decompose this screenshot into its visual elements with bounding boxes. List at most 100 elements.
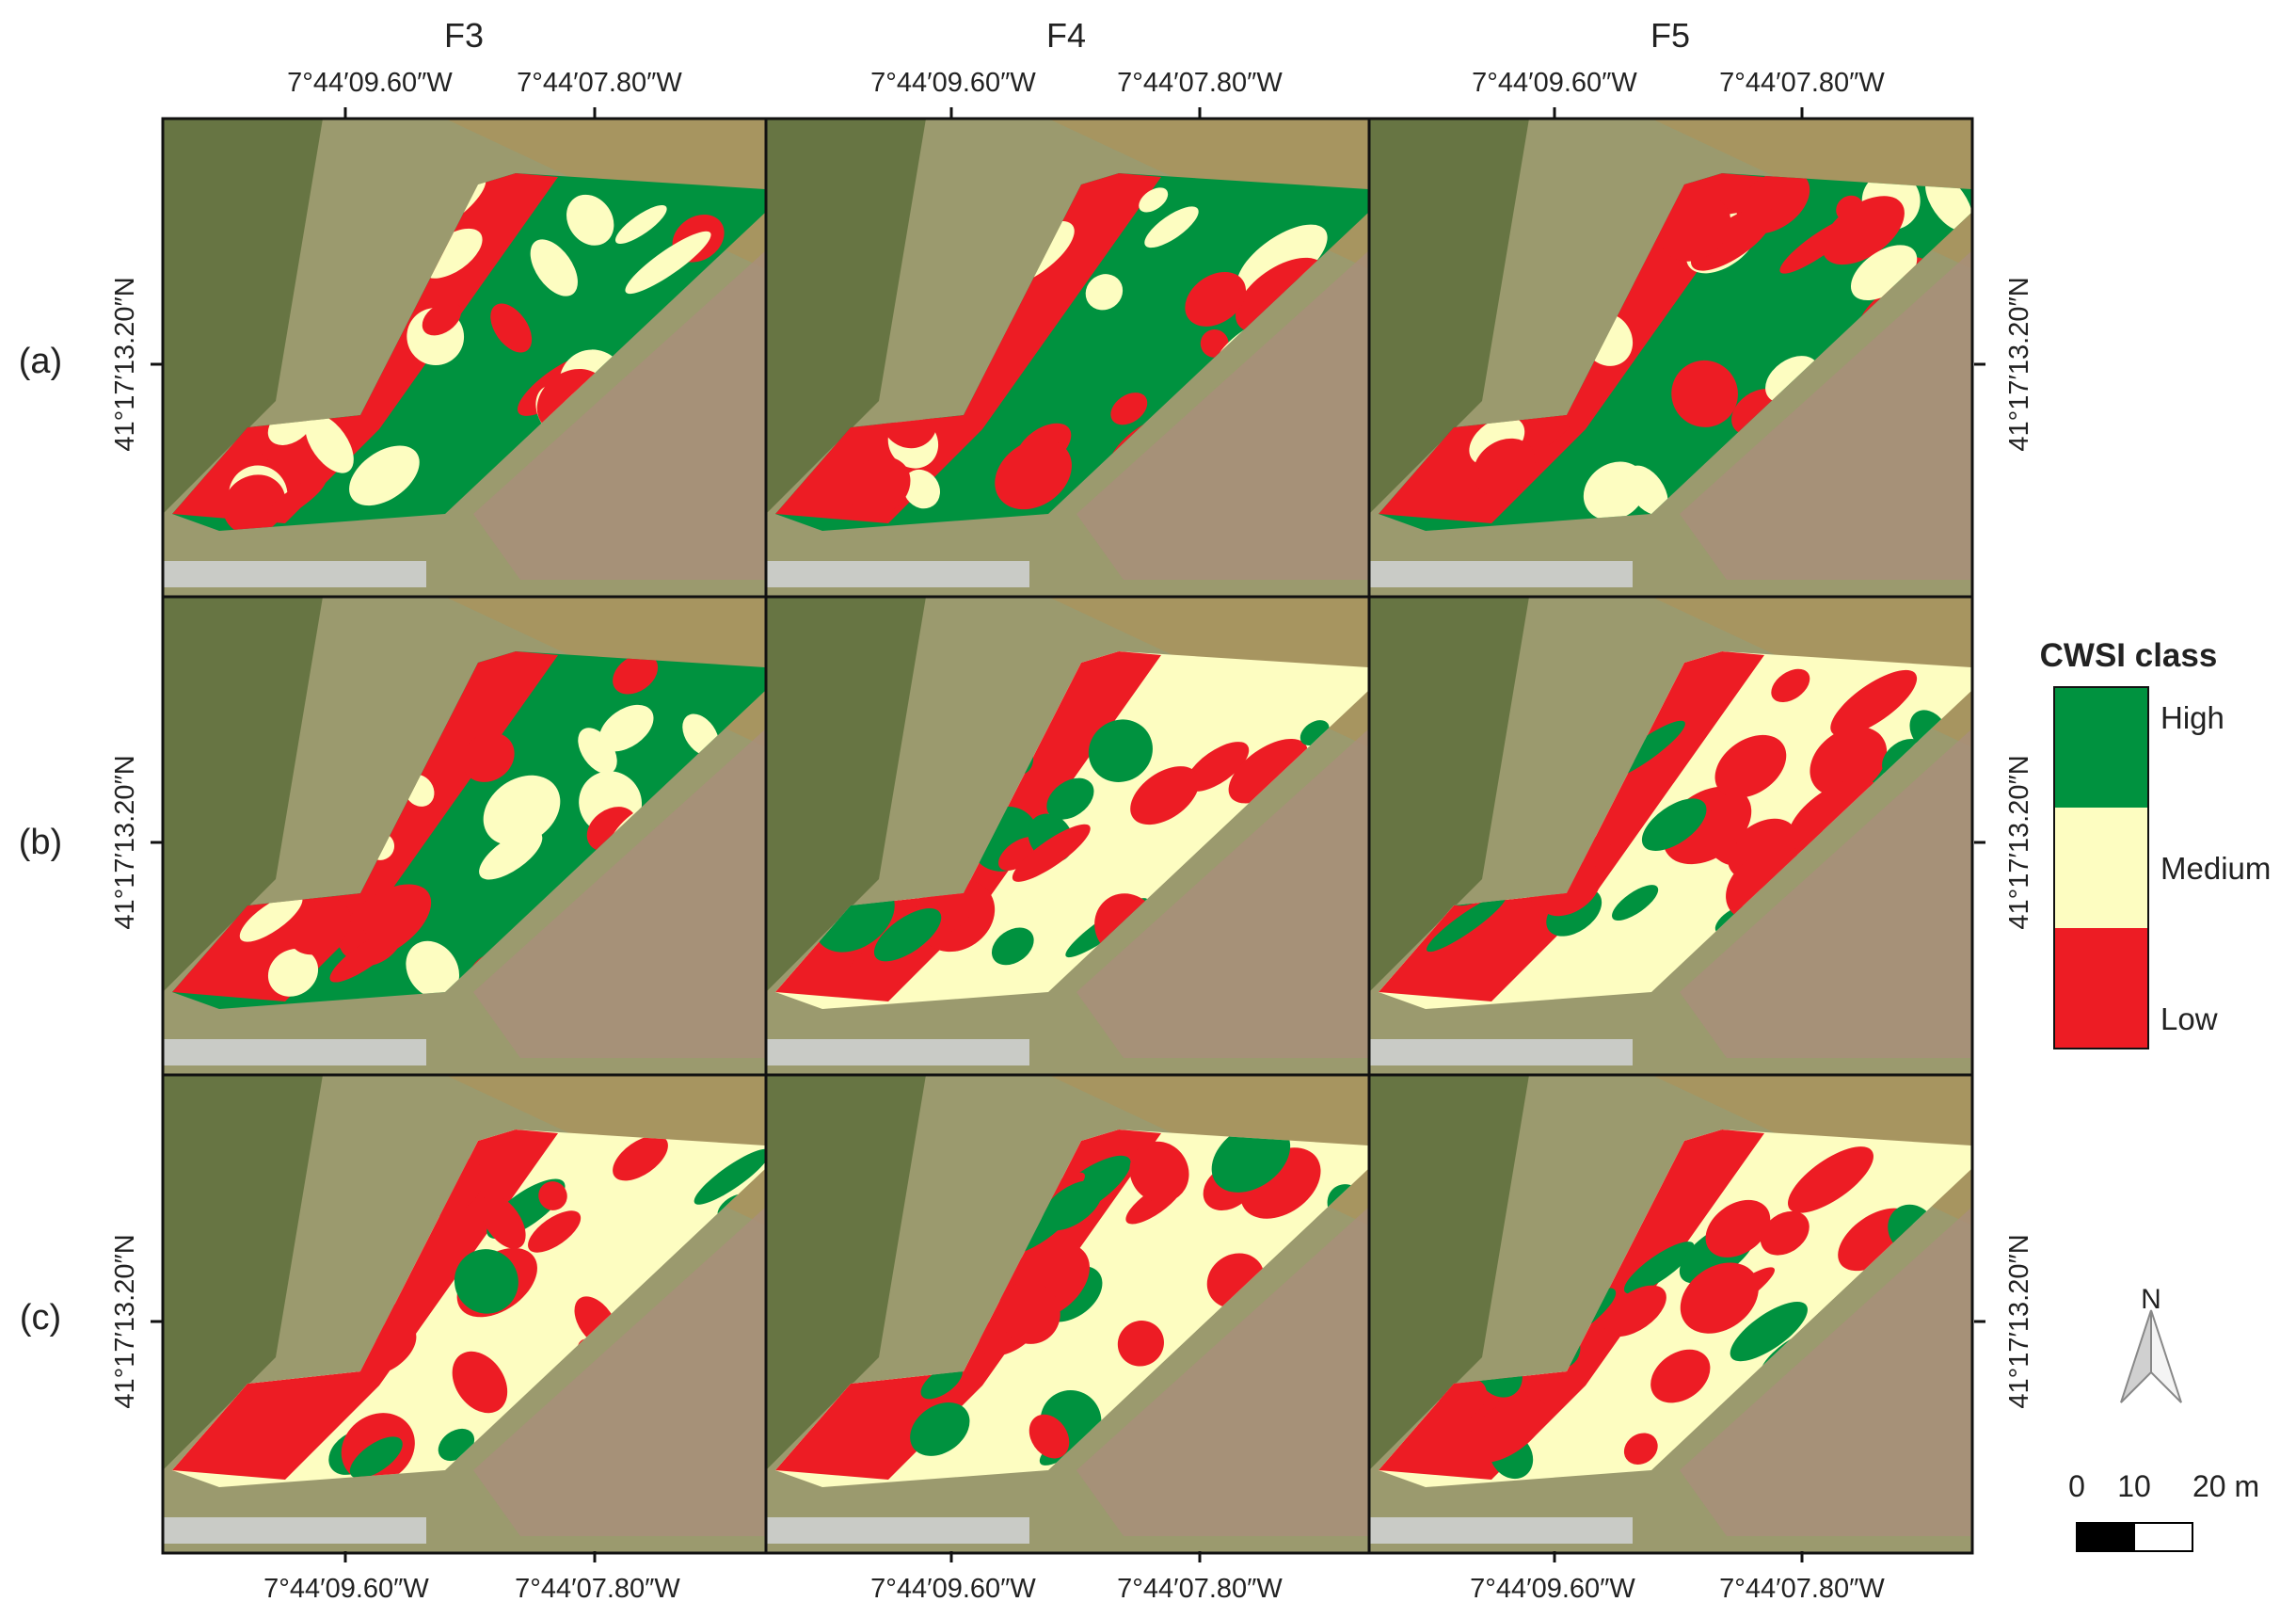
legend-swatch-low [2054,928,2148,1049]
cwsi-patch [1771,668,1810,703]
cwsi-patch [578,728,617,775]
cwsi-patch [1085,274,1124,311]
column-header-f4: F4 [1046,16,1086,55]
column-header-f5: F5 [1650,16,1690,55]
cwsi-patch [1046,777,1094,820]
cwsi-patch [1612,885,1659,921]
panel-frame [1367,1073,1974,1555]
left-lat-label-b: 41°17′13.20″N [110,755,140,929]
map-panel-c-f5 [1367,1073,1974,1555]
cwsi-low-zone [172,1129,558,1480]
scale-bar-black-segment [2076,1522,2135,1552]
cwsi-patch [1426,894,1507,953]
road [766,561,1029,587]
north-arrow-label: N [2141,1284,2161,1315]
right-lat-label-a: 41°17′13.20″N [2004,277,2034,451]
left-lat-label-c: 41°17′13.20″N [110,1234,140,1408]
north-arrow: N [2120,1284,2182,1403]
road [1369,1039,1633,1065]
cwsi-patch [480,1194,526,1249]
legend: CWSI class High Medium Low [2040,637,2271,1049]
cwsi-patch [1623,1242,1695,1294]
map-panel-c-f4 [764,1073,1371,1555]
cwsi-patch [1836,195,1864,222]
tree-area [1369,597,1529,992]
bottom-lon-label-f4-1: 7°44′09.60″W [870,1574,1036,1604]
vineyard-area [473,250,766,580]
legend-frame [2053,686,2149,1049]
cwsi-patch [1705,1199,1771,1258]
cwsi-patch [995,439,1072,510]
cwsi-patch [461,732,515,782]
row-label-a: (a) [19,342,62,381]
cwsi-patch [266,475,327,521]
scale-label-10: 10 [2117,1469,2151,1503]
bottom-lon-label-f3-2: 7°44′07.80″W [515,1574,680,1604]
map-panel-a-f4 [764,117,1371,599]
cwsi-patch [349,1436,403,1479]
cwsi-patch [1671,360,1738,427]
cwsi-patch [920,1365,963,1400]
tree-area [766,119,926,514]
cwsi-patch [1088,719,1153,782]
top-lon-label-f4-1: 7°44′09.60″W [870,68,1036,98]
vineyard-area [473,1207,766,1536]
row-label-c: (c) [20,1298,61,1338]
cwsi-patch [1117,1321,1164,1367]
cwsi-patch [694,1148,765,1205]
cwsi-patch [1228,738,1308,804]
top-lon-label-f3-2: 7°44′07.80″W [517,68,682,98]
cwsi-patch [490,303,533,353]
cwsi-patch [421,228,483,279]
bottom-lon-label-f5-1: 7°44′09.60″W [1470,1574,1635,1604]
bottom-lon-label-f3-1: 7°44′09.60″W [263,1574,429,1604]
legend-title: CWSI class [2040,637,2218,674]
left-lat-label-a: 41°17′13.20″N [110,277,140,451]
right-latitude-labels: 41°17′13.20″N 41°17′13.20″N 41°17′13.20″… [2004,277,2034,1408]
cwsi-patch [613,1135,668,1181]
vineyard-area [1680,729,1972,1058]
column-header-f3: F3 [444,16,484,55]
cwsi-patch [910,1402,970,1456]
cwsi-patch [305,414,354,473]
cwsi-patch [267,949,319,997]
cwsi-patch [329,929,402,983]
vineyard-area [1076,729,1369,1058]
vineyard-area [1680,250,1972,580]
vineyard-area [1076,1207,1369,1536]
cwsi-patch [349,445,420,506]
cwsi-patch [1130,766,1200,825]
cwsi-patch [1730,1301,1808,1362]
tree-area [163,1075,323,1470]
cwsi-patch [406,940,460,999]
tree-area [163,597,323,992]
cwsi-patch [1139,187,1169,213]
cwsi-patch [1822,196,1905,265]
cwsi-patch [1810,727,1888,797]
top-lon-label-f5-1: 7°44′09.60″W [1472,68,1637,98]
left-latitude-labels: 41°17′13.20″N 41°17′13.20″N 41°17′13.20″… [110,277,140,1408]
map-panel-a-f3 [161,117,768,599]
cwsi-patch [1626,465,1668,515]
cwsi-patch [1144,206,1199,248]
cwsi-patch [873,908,942,962]
cwsi-patch [625,231,711,295]
map-panel-b-f4 [764,595,1371,1077]
cwsi-patch [1925,173,1971,232]
north-arrow-icon [2120,1309,2182,1403]
top-longitude-labels: 7°44′09.60″W 7°44′07.80″W 7°44′09.60″W 7… [287,68,1885,98]
cwsi-low-zone [775,173,1161,523]
road [766,1517,1029,1544]
cwsi-patch [1603,1285,1666,1337]
cwsi-patch [483,775,561,846]
cwsi-patch [239,893,303,942]
tree-area [1369,119,1529,514]
top-lon-label-f5-2: 7°44′07.80″W [1719,68,1885,98]
map-panel-b-f3 [161,595,768,1077]
grid-ticks [151,107,1985,1562]
right-lat-label-c: 41°17′13.20″N [2004,1234,2034,1408]
map-panel-b-f5 [1367,595,1974,1077]
top-lon-label-f4-2: 7°44′07.80″W [1117,68,1283,98]
map-panel-a-f5 [1367,117,1974,599]
cwsi-patch [998,1281,1060,1344]
